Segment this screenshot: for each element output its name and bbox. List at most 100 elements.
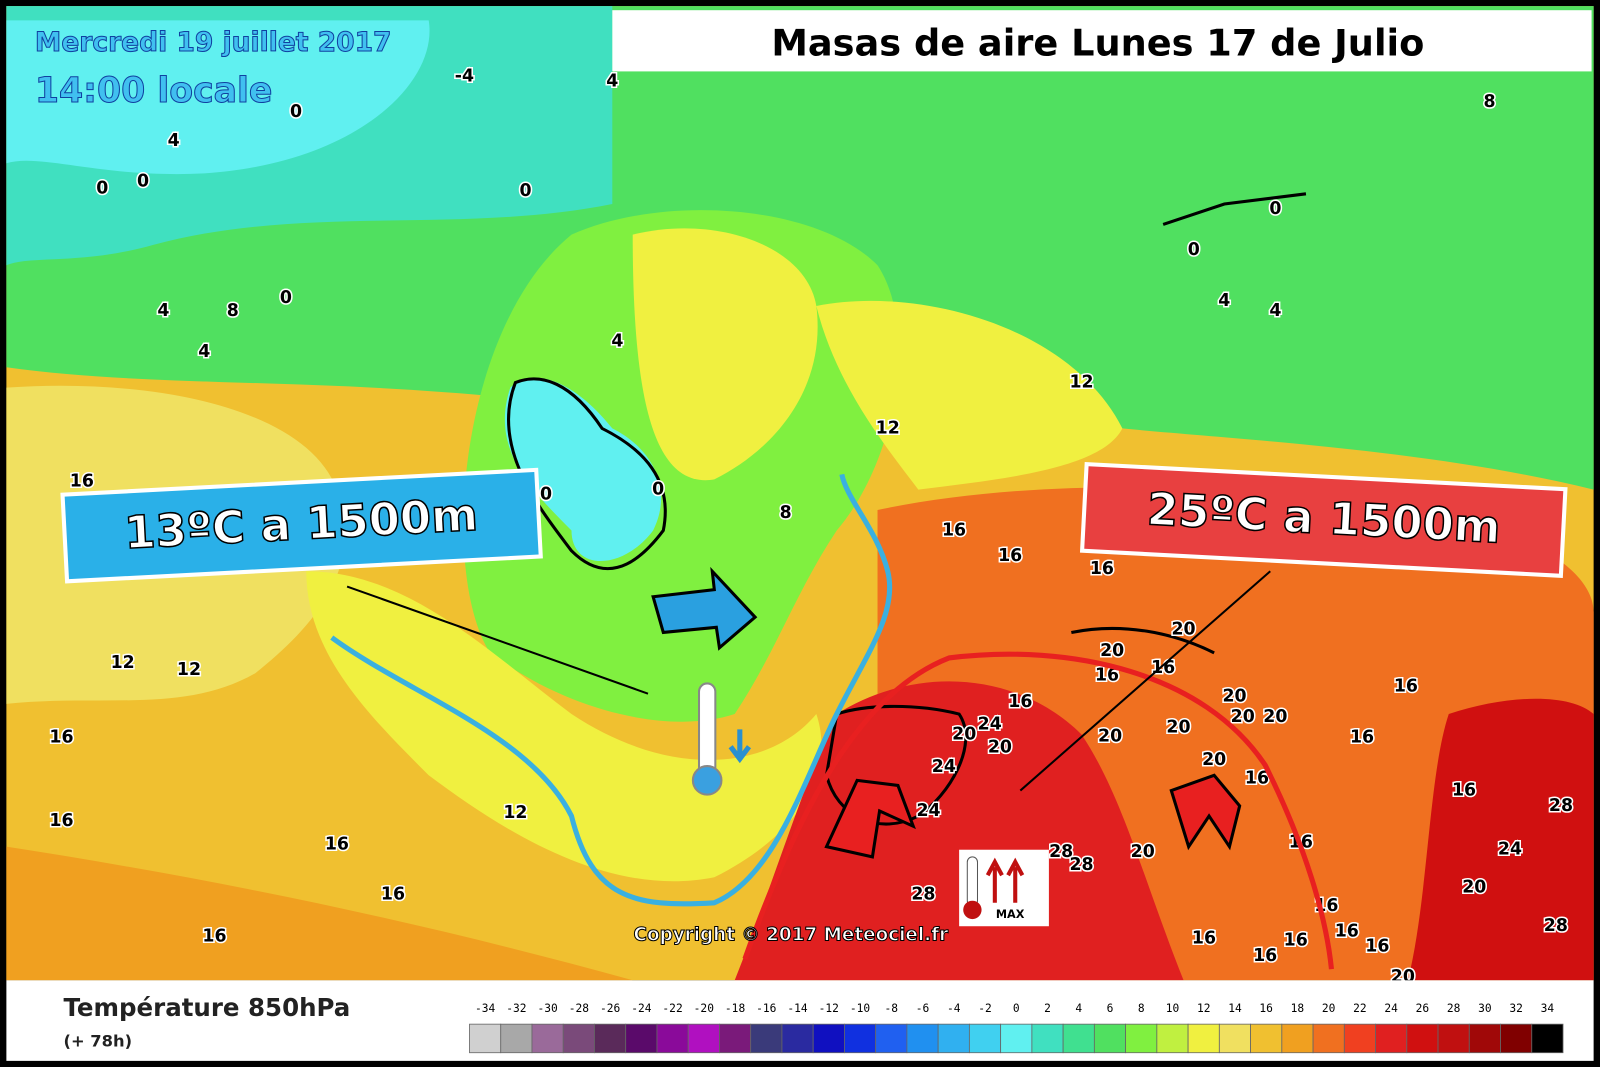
contour-label: 16 bbox=[1008, 692, 1032, 712]
colorbar-cell bbox=[1218, 1023, 1251, 1054]
colorbar-tick-label: 2 bbox=[1044, 1002, 1051, 1015]
colorbar-tick-label: -24 bbox=[631, 1002, 652, 1015]
contour-label: 16 bbox=[381, 885, 405, 905]
colorbar-cell bbox=[719, 1023, 752, 1054]
warm-arrow bbox=[824, 778, 916, 859]
contour-label: 4 bbox=[1269, 301, 1281, 321]
colorbar-cell bbox=[1343, 1023, 1376, 1054]
colorbar-cell bbox=[750, 1023, 783, 1054]
contour-label: 16 bbox=[942, 520, 966, 540]
colorbar-tick-label: -30 bbox=[537, 1002, 558, 1015]
colorbar-tick-label: -4 bbox=[947, 1002, 961, 1015]
contour-label: 24 bbox=[978, 714, 1002, 734]
contour-label: 16 bbox=[1090, 559, 1114, 579]
contour-label: 16 bbox=[1394, 677, 1418, 697]
contour-label: 20 bbox=[1166, 717, 1190, 737]
contour-label: 0 bbox=[520, 181, 532, 201]
colorbar-tick-label: 8 bbox=[1138, 1002, 1145, 1015]
colorbar-tick-label: 4 bbox=[1075, 1002, 1082, 1015]
contour-label: 20 bbox=[952, 724, 976, 744]
cold-thermometer-icon bbox=[691, 682, 752, 796]
colorbar-tick-label: 14 bbox=[1228, 1002, 1242, 1015]
colorbar-tick-label: -22 bbox=[662, 1002, 682, 1015]
colorbar-cell bbox=[656, 1023, 689, 1054]
contour-label: 12 bbox=[503, 803, 527, 823]
colorbar-cell bbox=[1375, 1023, 1408, 1054]
colorbar-tick-label: 30 bbox=[1478, 1002, 1492, 1015]
contour-label: 20 bbox=[1100, 641, 1124, 661]
colorbar-tick-label: -10 bbox=[850, 1002, 871, 1015]
colorbar-cell bbox=[1187, 1023, 1220, 1054]
copyright: Copyright © 2017 Meteociel.fr bbox=[633, 925, 948, 946]
contour-label: 4 bbox=[168, 131, 180, 151]
contour-label: 24 bbox=[932, 757, 956, 777]
contour-label: 28 bbox=[1049, 842, 1073, 862]
colorbar-cell bbox=[594, 1023, 627, 1054]
colorbar-cell bbox=[1156, 1023, 1189, 1054]
contour-label: 20 bbox=[1098, 726, 1122, 746]
colorbar-cell bbox=[687, 1023, 720, 1054]
contour-label: 28 bbox=[911, 885, 935, 905]
colorbar-cell bbox=[1093, 1023, 1127, 1054]
contour-label: 16 bbox=[1365, 937, 1389, 957]
colorbar-cell bbox=[937, 1023, 970, 1054]
map-title: Masas de aire Lunes 17 de Julio bbox=[771, 21, 1424, 64]
colorbar-cell bbox=[1468, 1023, 1501, 1054]
colorbar-cell bbox=[469, 1023, 502, 1054]
contour-label: 16 bbox=[1192, 928, 1216, 948]
contour-label: 12 bbox=[111, 653, 135, 673]
contour-label: 0 bbox=[1269, 199, 1281, 219]
colorbar-cell bbox=[1281, 1023, 1314, 1054]
contour-label: 16 bbox=[1335, 921, 1359, 941]
contour-label: 28 bbox=[1544, 916, 1568, 936]
colorbar-cell bbox=[844, 1023, 877, 1054]
contour-label: 20 bbox=[1202, 750, 1226, 770]
contour-label: 28 bbox=[1069, 855, 1093, 875]
contour-label: 16 bbox=[49, 811, 73, 831]
contour-label: 8 bbox=[1484, 92, 1496, 112]
colorbar-cell bbox=[812, 1023, 845, 1054]
pointer-line bbox=[1019, 570, 1271, 792]
legend-title: Température 850hPa bbox=[64, 993, 351, 1022]
contour-label: 16 bbox=[1284, 931, 1308, 951]
contour-label: 16 bbox=[202, 926, 226, 946]
pointer-line bbox=[346, 585, 649, 695]
colorbar-tick-label: -18 bbox=[725, 1002, 746, 1015]
legend-subtitle: (+ 78h) bbox=[64, 1032, 133, 1051]
colorbar-cell bbox=[1250, 1023, 1283, 1054]
warm-arrow bbox=[1169, 773, 1242, 851]
contour-label: 4 bbox=[1218, 291, 1230, 311]
contour-label: 0 bbox=[290, 102, 302, 122]
colorbar-tick-label: 32 bbox=[1509, 1002, 1523, 1015]
contour-label: 0 bbox=[1188, 240, 1200, 260]
contour-label: 0 bbox=[280, 288, 292, 308]
colorbar-cell bbox=[875, 1023, 908, 1054]
contour-label: 16 bbox=[49, 728, 73, 748]
contour-label: 0 bbox=[96, 179, 108, 199]
contour-label: 0 bbox=[137, 172, 149, 192]
cold-front-line bbox=[330, 473, 893, 907]
warm-callout: 25ºC a 1500m bbox=[1079, 461, 1568, 578]
warm-boundary-line bbox=[742, 651, 1334, 970]
colorbar-tick-label: -16 bbox=[756, 1002, 777, 1015]
colorbar-tick-label: 18 bbox=[1291, 1002, 1305, 1015]
colorbar-cell bbox=[968, 1023, 1002, 1054]
colorbar-cell bbox=[1031, 1023, 1064, 1054]
contour-label: 4 bbox=[198, 342, 210, 362]
colorbar-tick-label: -12 bbox=[819, 1002, 839, 1015]
contour-label: 8 bbox=[227, 301, 239, 321]
colorbar-tick-label: 22 bbox=[1353, 1002, 1367, 1015]
contour-label: 16 bbox=[1245, 768, 1269, 788]
colorbar: -34 -32 -30 -28 -26 -24 -22 -20 -18 -16 -14 -12 -10-… bbox=[469, 1002, 1564, 1054]
max-label: MAX bbox=[996, 908, 1025, 921]
contour-label: 12 bbox=[1069, 373, 1093, 393]
colorbar-tick-label: 10 bbox=[1166, 1002, 1180, 1015]
colorbar-tick-label: 26 bbox=[1416, 1002, 1430, 1015]
colorbar-tick-label: -26 bbox=[600, 1002, 621, 1015]
contour-label: 12 bbox=[177, 660, 201, 680]
contour-label: 20 bbox=[1131, 842, 1155, 862]
contour-label: 16 bbox=[1350, 728, 1374, 748]
contour-label: 20 bbox=[1462, 877, 1486, 897]
